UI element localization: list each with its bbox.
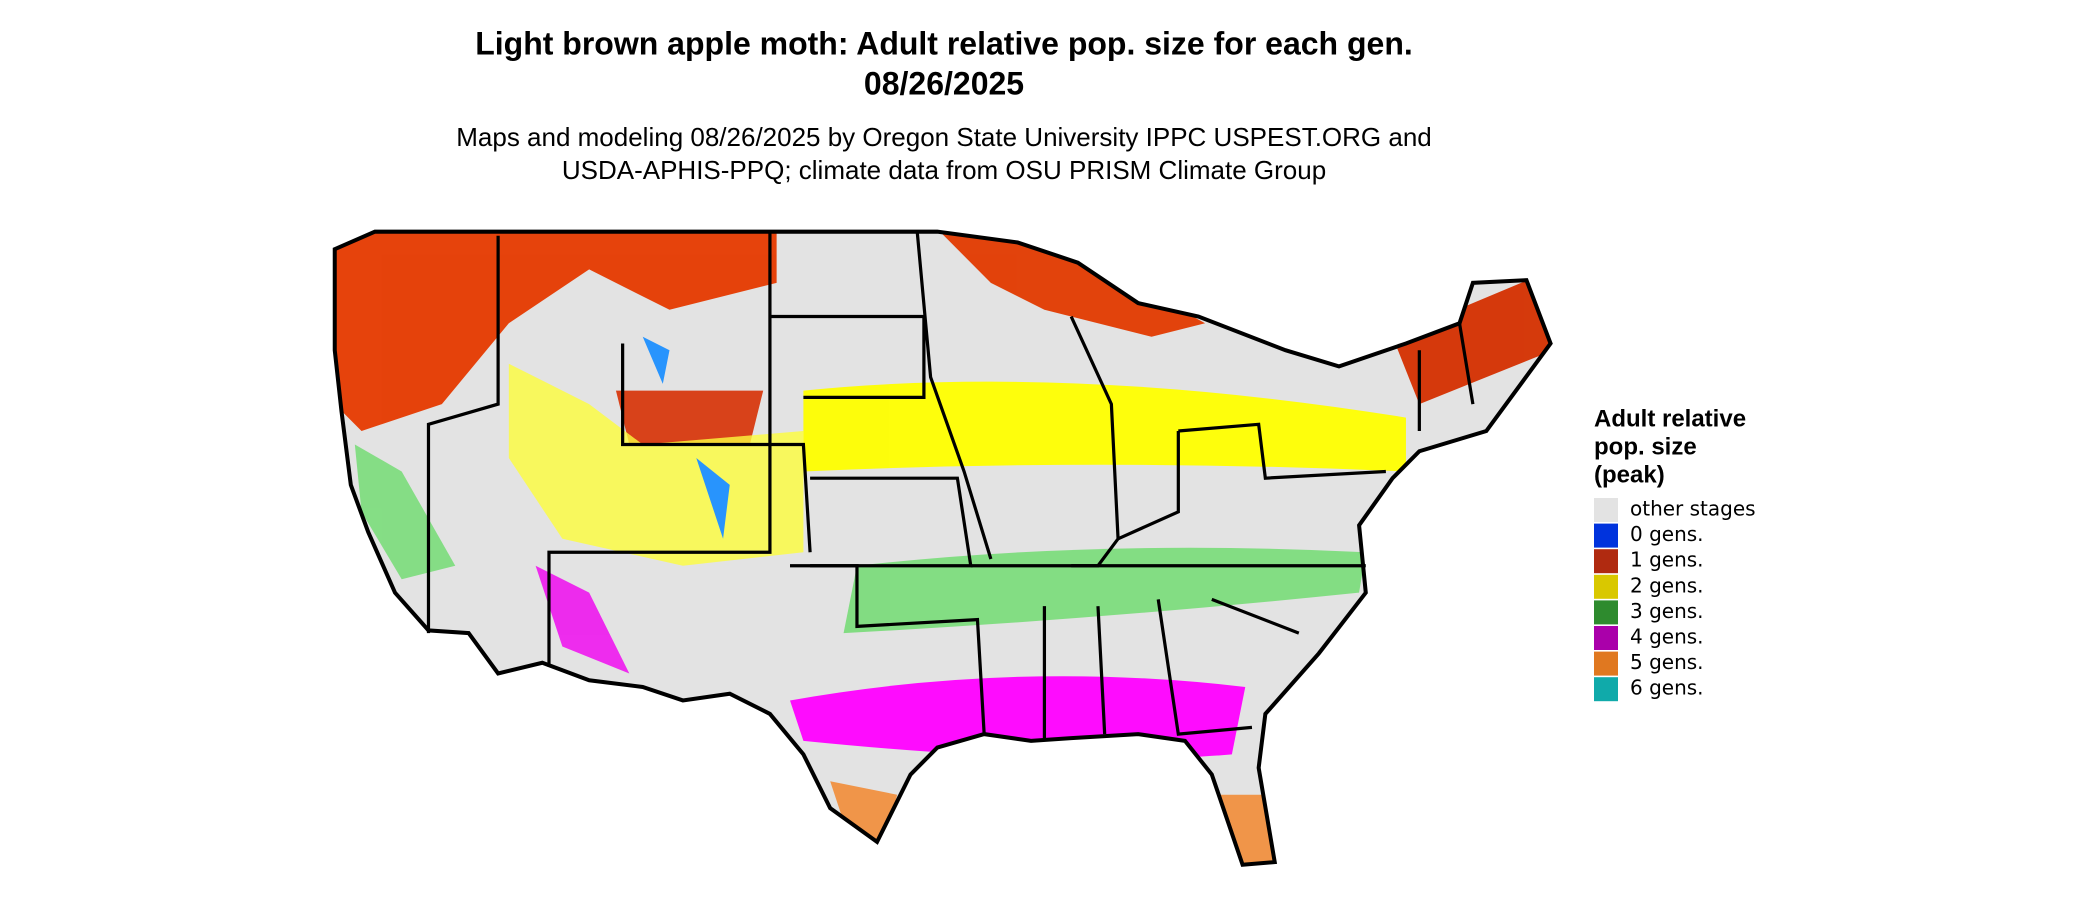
- legend-swatch: [1594, 626, 1618, 650]
- map: [335, 229, 1553, 869]
- legend-swatch: [1594, 549, 1618, 574]
- legend-swatch: [1594, 498, 1618, 522]
- legend-swatch: [1594, 523, 1618, 548]
- legend-label: 5 gens.: [1630, 650, 1704, 674]
- legend-title: Adult relative: [1594, 405, 1746, 432]
- legend-label: 1 gens.: [1630, 548, 1704, 572]
- legend-swatch: [1594, 600, 1618, 625]
- legend-label: 2 gens.: [1630, 573, 1704, 597]
- title: Light brown apple moth: Adult relative p…: [475, 25, 1413, 61]
- subtitle: USDA-APHIS-PPQ; climate data from OSU PR…: [562, 155, 1326, 185]
- legend-label: 0 gens.: [1630, 522, 1704, 546]
- legend-title: pop. size: [1594, 433, 1697, 460]
- subtitle: Maps and modeling 08/26/2025 by Oregon S…: [456, 122, 1432, 152]
- legend-label: other stages: [1630, 497, 1756, 521]
- legend-label: 6 gens.: [1630, 676, 1704, 700]
- title: 08/26/2025: [864, 65, 1024, 101]
- legend-swatch: [1594, 677, 1618, 702]
- legend-label: 3 gens.: [1630, 599, 1704, 623]
- legend-title: (peak): [1594, 461, 1665, 488]
- legend-label: 4 gens.: [1630, 625, 1704, 649]
- legend-swatch: [1594, 651, 1618, 676]
- legend-swatch: [1594, 574, 1618, 599]
